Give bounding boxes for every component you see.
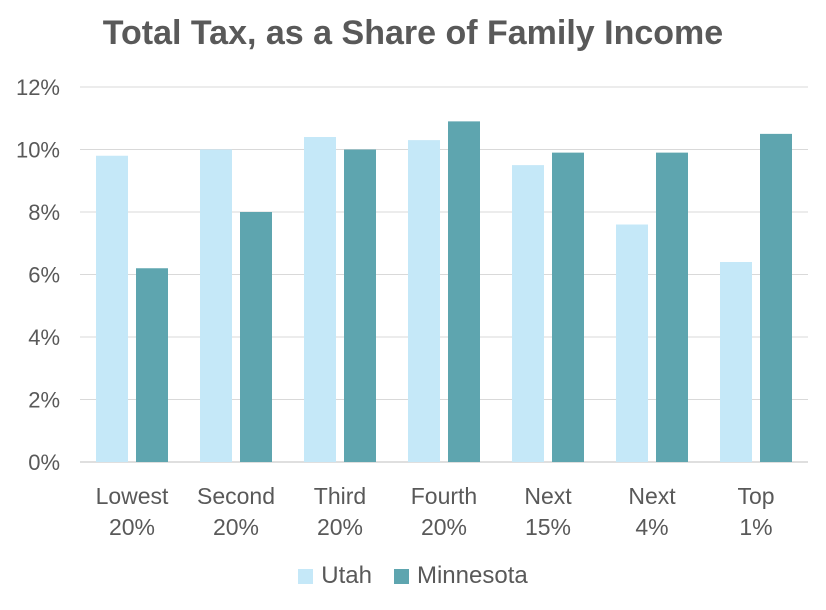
x-tick-label: Fourth 20% <box>411 483 477 540</box>
y-tick-label: 2% <box>28 388 60 413</box>
bar-utah-5 <box>616 224 648 462</box>
y-tick-label: 8% <box>28 200 60 225</box>
bar-minnesota-1 <box>240 212 272 462</box>
legend-label-utah: Utah <box>321 562 372 589</box>
bar-minnesota-3 <box>448 121 480 462</box>
legend-item-utah: Utah <box>298 562 372 590</box>
y-tick-label: 10% <box>16 138 60 163</box>
x-tick-label: Third 20% <box>314 483 366 540</box>
bar-utah-4 <box>512 165 544 462</box>
bar-utah-3 <box>408 140 440 462</box>
y-tick-label: 0% <box>28 450 60 475</box>
bar-utah-2 <box>304 137 336 462</box>
bar-utah-1 <box>200 149 232 462</box>
bar-minnesota-5 <box>656 152 688 462</box>
bar-utah-0 <box>96 155 128 462</box>
legend-swatch-minnesota <box>393 568 409 584</box>
legend-item-minnesota: Minnesota <box>393 562 528 590</box>
bar-minnesota-2 <box>344 149 376 462</box>
legend: Utah Minnesota <box>0 562 826 590</box>
y-tick-label: 12% <box>16 75 60 100</box>
x-tick-label: Second 20% <box>197 483 275 540</box>
x-tick-label: Top 1% <box>737 483 774 540</box>
x-tick-label: Next 4% <box>628 483 676 540</box>
x-tick-label: Next 15% <box>524 483 572 540</box>
legend-swatch-utah <box>298 568 314 584</box>
legend-label-minnesota: Minnesota <box>416 562 528 589</box>
bar-minnesota-0 <box>136 268 168 462</box>
bar-minnesota-4 <box>552 152 584 462</box>
y-tick-label: 4% <box>28 325 60 350</box>
x-tick-label: Lowest 20% <box>96 483 169 540</box>
bar-minnesota-6 <box>760 133 792 462</box>
chart-title: Total Tax, as a Share of Family Income <box>102 14 724 52</box>
bar-utah-6 <box>720 262 752 462</box>
y-tick-label: 6% <box>28 263 60 288</box>
